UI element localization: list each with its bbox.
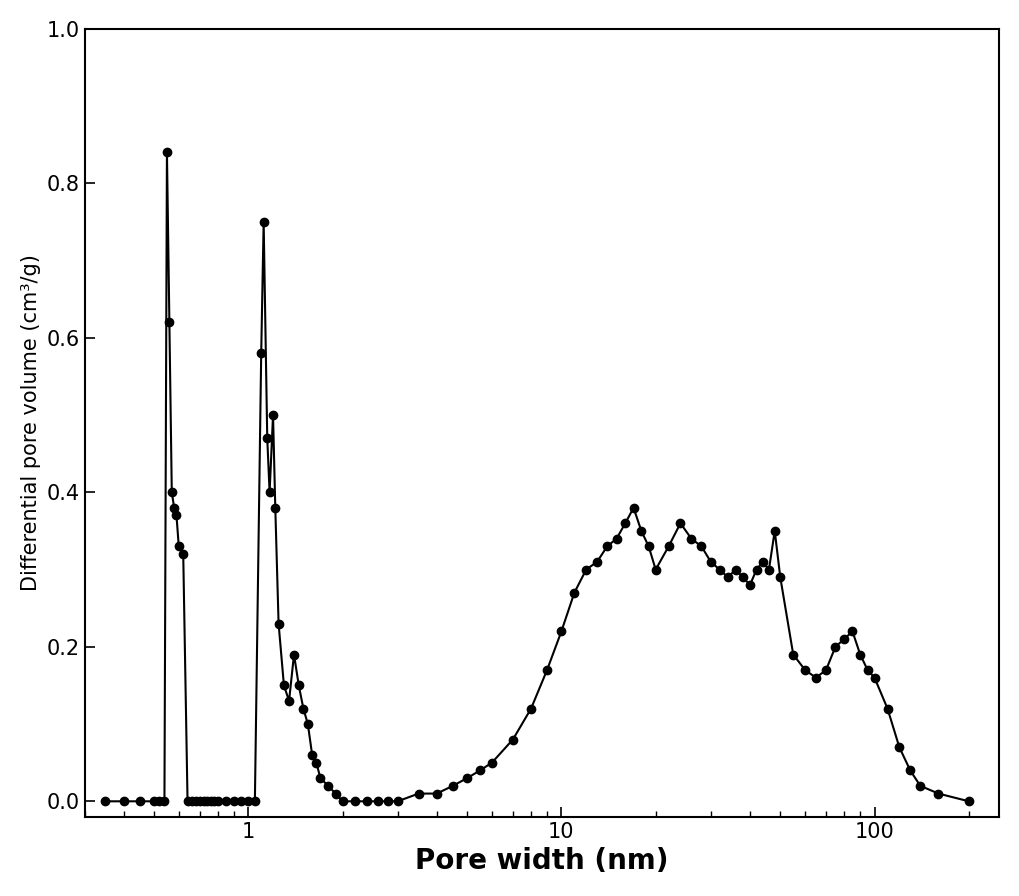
Y-axis label: Differential pore volume (cm³/g): Differential pore volume (cm³/g) [20,254,41,591]
X-axis label: Pore width (nm): Pore width (nm) [415,847,667,875]
